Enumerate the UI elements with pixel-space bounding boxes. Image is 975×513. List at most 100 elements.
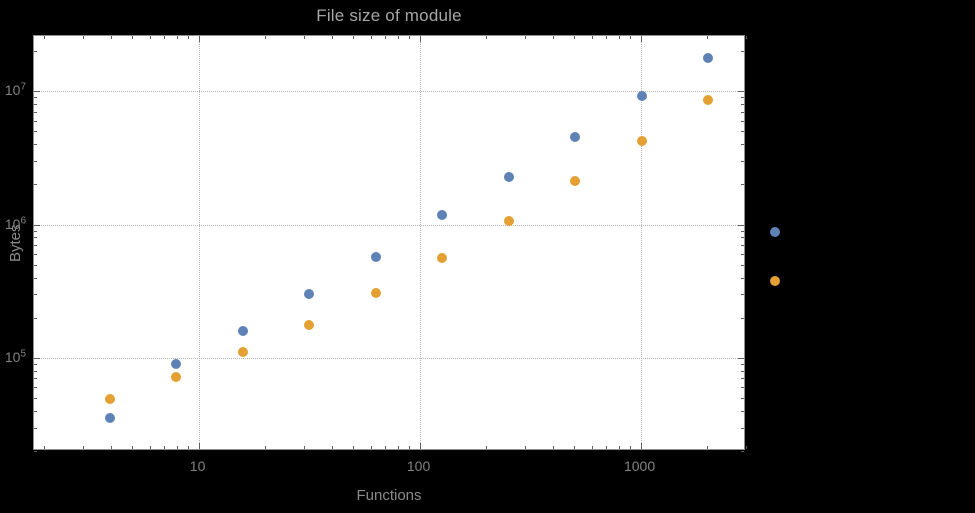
x-axis-label: Functions xyxy=(356,487,422,504)
tick-mark xyxy=(34,160,37,162)
tick-mark xyxy=(640,443,642,449)
tick-mark xyxy=(741,254,744,256)
tick-mark xyxy=(741,237,744,239)
tick-mark xyxy=(707,446,709,449)
tick-mark xyxy=(741,120,744,122)
tick-mark xyxy=(419,36,421,42)
grid-line-vertical xyxy=(419,36,421,449)
tick-mark xyxy=(353,36,355,39)
tick-mark xyxy=(741,144,744,146)
tick-mark xyxy=(164,446,166,449)
tick-mark xyxy=(34,237,37,239)
tick-mark xyxy=(419,443,421,449)
tick-mark xyxy=(34,111,37,113)
tick-mark xyxy=(574,446,576,449)
tick-mark xyxy=(188,446,190,449)
tick-mark xyxy=(574,36,576,39)
tick-mark xyxy=(741,104,744,106)
tick-mark xyxy=(34,264,37,266)
tick-mark xyxy=(741,184,744,186)
tick-mark xyxy=(619,446,621,449)
tick-mark xyxy=(370,446,372,449)
tick-mark xyxy=(552,446,554,449)
tick-mark xyxy=(34,51,37,53)
tick-mark xyxy=(34,378,37,380)
tick-mark xyxy=(738,224,744,226)
grid-line-vertical xyxy=(640,36,642,449)
tick-mark xyxy=(34,277,37,279)
grid-line-horizontal xyxy=(34,224,744,226)
tick-mark xyxy=(741,370,744,372)
tick-mark xyxy=(34,120,37,122)
tick-mark xyxy=(198,36,200,42)
tick-mark xyxy=(177,36,179,39)
tick-mark xyxy=(370,36,372,39)
tick-mark xyxy=(398,446,400,449)
tick-mark xyxy=(741,397,744,399)
tick-mark xyxy=(741,317,744,319)
tick-mark xyxy=(34,91,40,93)
tick-mark xyxy=(34,317,37,319)
tick-mark xyxy=(741,378,744,380)
tick-mark xyxy=(34,363,37,365)
tick-mark xyxy=(34,97,37,99)
tick-mark xyxy=(331,36,333,39)
tick-mark xyxy=(591,446,593,449)
tick-mark xyxy=(353,446,355,449)
tick-mark xyxy=(34,387,37,389)
tick-mark xyxy=(44,446,46,449)
data-point xyxy=(769,227,780,238)
x-tick-label: 10 xyxy=(189,458,206,474)
tick-mark xyxy=(486,36,488,39)
tick-mark xyxy=(34,294,37,296)
tick-mark xyxy=(741,245,744,247)
tick-mark xyxy=(738,357,744,359)
tick-mark xyxy=(34,370,37,372)
tick-mark xyxy=(385,36,387,39)
tick-mark xyxy=(44,36,46,39)
tick-mark xyxy=(265,446,267,449)
tick-mark xyxy=(34,230,37,232)
tick-mark xyxy=(741,264,744,266)
tick-mark xyxy=(738,91,744,93)
tick-mark xyxy=(741,131,744,133)
tick-mark xyxy=(132,446,134,449)
tick-mark xyxy=(132,36,134,39)
tick-mark xyxy=(149,36,151,39)
tick-mark xyxy=(741,427,744,429)
tick-mark xyxy=(619,36,621,39)
tick-mark xyxy=(34,451,37,452)
tick-mark xyxy=(741,111,744,113)
tick-mark xyxy=(741,363,744,365)
chart-title: File size of module xyxy=(316,6,462,25)
x-tick-label: 100 xyxy=(406,458,431,474)
tick-mark xyxy=(331,446,333,449)
y-tick-exponent: 7 xyxy=(20,81,26,93)
tick-mark xyxy=(34,410,37,412)
tick-mark xyxy=(265,36,267,39)
tick-mark xyxy=(149,446,151,449)
tick-mark xyxy=(741,387,744,389)
data-point xyxy=(769,276,780,287)
tick-mark xyxy=(34,427,37,429)
tick-mark xyxy=(110,36,112,39)
tick-mark xyxy=(606,446,608,449)
tick-mark xyxy=(741,410,744,412)
tick-mark xyxy=(525,36,526,39)
y-tick-label: 105 xyxy=(4,348,26,365)
tick-mark xyxy=(34,245,37,247)
tick-mark xyxy=(707,36,709,39)
tick-mark xyxy=(177,446,179,449)
tick-mark xyxy=(34,224,40,226)
tick-mark xyxy=(630,446,632,449)
y-tick-label: 107 xyxy=(4,81,26,99)
tick-mark xyxy=(630,36,632,39)
tick-mark xyxy=(110,446,112,449)
tick-mark xyxy=(83,36,85,39)
tick-mark xyxy=(34,357,40,359)
grid-line-vertical xyxy=(198,36,200,449)
tick-mark xyxy=(198,443,200,449)
y-tick-exponent: 5 xyxy=(20,348,26,360)
plot-area xyxy=(33,35,747,452)
